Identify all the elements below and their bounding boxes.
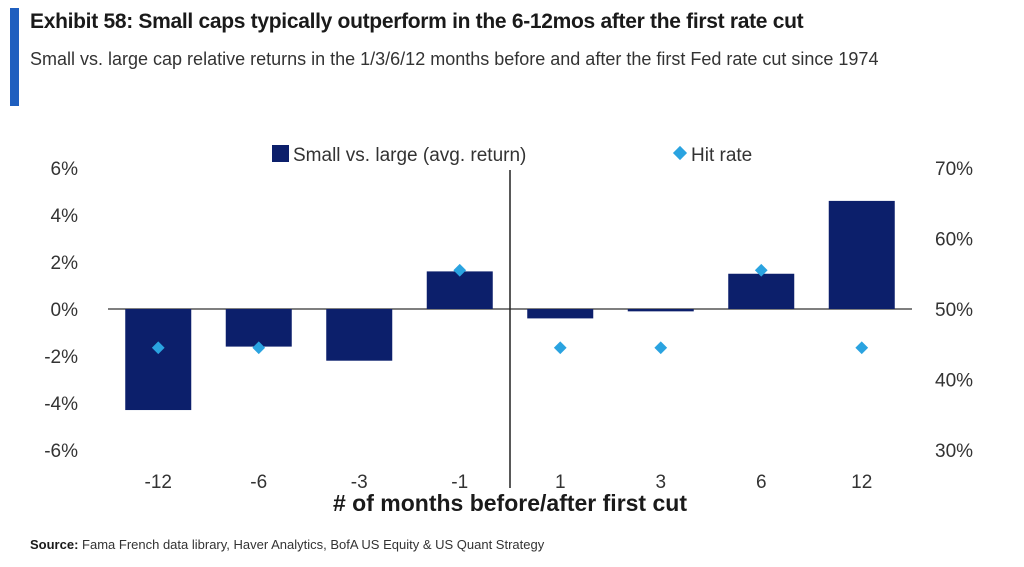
y-tick-right: 60% [935, 230, 973, 251]
bar [225, 309, 292, 347]
source-note: Source: Fama French data library, Haver … [30, 537, 544, 552]
hit-rate-marker [654, 341, 668, 355]
source-label: Source: [30, 537, 79, 552]
x-tick-label: -12 [145, 472, 172, 493]
x-tick-label: 1 [555, 472, 566, 493]
y-tick-left: 0% [51, 300, 79, 321]
x-tick-label: 3 [655, 472, 666, 493]
y-axis-left: 6% 4% 2% 0% -2% -4% -6% [44, 159, 78, 462]
legend-bar-swatch [272, 145, 289, 162]
bar [125, 309, 192, 411]
bars [125, 200, 895, 411]
source-text: Fama French data library, Haver Analytic… [82, 537, 545, 552]
y-tick-left: 6% [51, 159, 79, 180]
y-tick-right: 70% [935, 159, 973, 180]
y-tick-left: 2% [51, 253, 79, 274]
y-tick-right: 50% [935, 300, 973, 321]
bar [728, 273, 795, 309]
x-tick-label: -1 [451, 472, 468, 493]
bar [627, 309, 694, 312]
hit-rate-marker [151, 341, 165, 355]
bar [426, 271, 493, 309]
y-tick-right: 40% [935, 371, 973, 392]
chart-title: Exhibit 58: Small caps typically outperf… [30, 10, 804, 33]
legend-marker-swatch [672, 145, 688, 161]
y-tick-right: 30% [935, 441, 973, 462]
x-tick-label: 6 [756, 472, 767, 493]
hit-rate-marker [553, 341, 567, 355]
x-axis-label: # of months before/after first cut [333, 490, 687, 516]
x-tick-label: -6 [250, 472, 267, 493]
legend-bar-label: Small vs. large (avg. return) [293, 145, 526, 166]
chart-subtitle: Small vs. large cap relative returns in … [30, 49, 879, 69]
y-tick-left: -2% [44, 347, 78, 368]
hit-rate-marker [855, 341, 869, 355]
x-tick-label: 12 [851, 472, 872, 493]
y-tick-left: -4% [44, 394, 78, 415]
y-tick-left: 4% [51, 206, 79, 227]
bar [828, 200, 895, 309]
x-tick-label: -3 [351, 472, 368, 493]
y-tick-left: -6% [44, 441, 78, 462]
legend: Small vs. large (avg. return) Hit rate [272, 145, 752, 166]
bar [527, 309, 594, 319]
hit-rate-marker [453, 263, 467, 277]
accent-bar [10, 8, 19, 106]
x-axis: -12 -6 -3 -1 1 3 6 12 [145, 472, 873, 493]
y-axis-right: 70% 60% 50% 40% 30% [935, 159, 973, 462]
bar [326, 309, 393, 361]
hit-rate-marker [252, 341, 266, 355]
legend-marker-label: Hit rate [691, 145, 752, 166]
